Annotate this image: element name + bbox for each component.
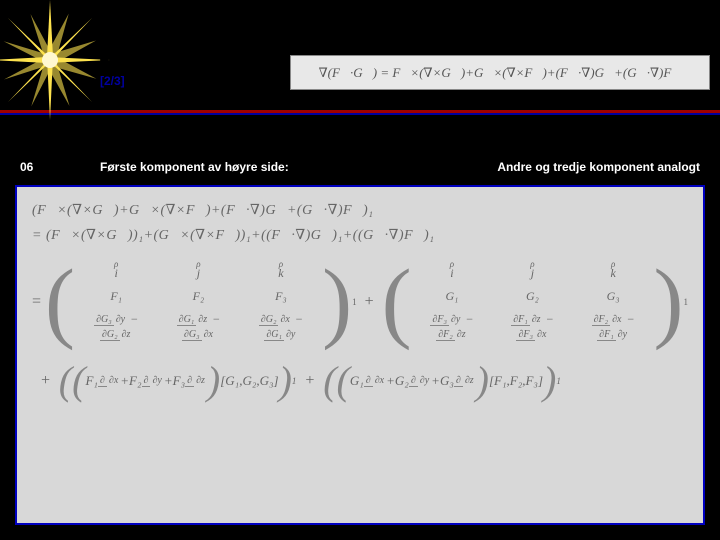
item-number: 06 bbox=[20, 160, 33, 174]
header: Del-operator Teorem - Bevis 06 [2/3] bbox=[100, 28, 231, 88]
matrix-row: = ( ρiρjρk F₁F₂F₃ ∂G₃∂y − ∂G₂∂z ∂G₁∂z − … bbox=[32, 259, 688, 346]
desc-left: Første komponent av høyre side: bbox=[100, 160, 289, 174]
formula-text: ∇(F⃗·G⃗) = F⃗×(∇×G⃗)+G⃗×(∇×F⃗)+(F⃗·∇)G⃗+… bbox=[319, 65, 682, 81]
equation-2: = (F⃗×(∇×G⃗))₁+(G⃗×(∇×F⃗))₁+((F⃗·∇)G⃗)₁+… bbox=[32, 227, 688, 244]
matrix-2: ρiρjρk G₁G₂G₃ ∂F₃∂y − ∂F₂∂z ∂F₁∂z − ∂F₃∂… bbox=[412, 259, 654, 346]
matrix-1: ρiρjρk F₁F₂F₃ ∂G₃∂y − ∂G₂∂z ∂G₁∂z − ∂G₃∂… bbox=[75, 259, 322, 346]
page-title: Del-operator bbox=[100, 28, 231, 54]
page-counter: [2/3] bbox=[100, 74, 231, 88]
bottom-equation: + ( ( F₁∂∂x + F₂∂∂y + F₃∂∂z ) [G₁,G₂,G₃]… bbox=[32, 366, 688, 396]
top-formula: ∇(F⃗·G⃗) = F⃗×(∇×G⃗)+G⃗×(∇×F⃗)+(F⃗·∇)G⃗+… bbox=[290, 55, 710, 90]
equation-1: (F⃗×(∇×G⃗)+G⃗×(∇×F⃗)+(F⃗·∇)G⃗+(G⃗·∇)F⃗)₁ bbox=[32, 202, 688, 219]
star-icon bbox=[0, 0, 110, 120]
page-subtitle: Teorem - Bevis 06 bbox=[100, 56, 231, 72]
math-panel: (F⃗×(∇×G⃗)+G⃗×(∇×F⃗)+(F⃗·∇)G⃗+(G⃗·∇)F⃗)₁… bbox=[15, 185, 705, 525]
desc-right: Andre og tredje komponent analogt bbox=[497, 160, 700, 174]
